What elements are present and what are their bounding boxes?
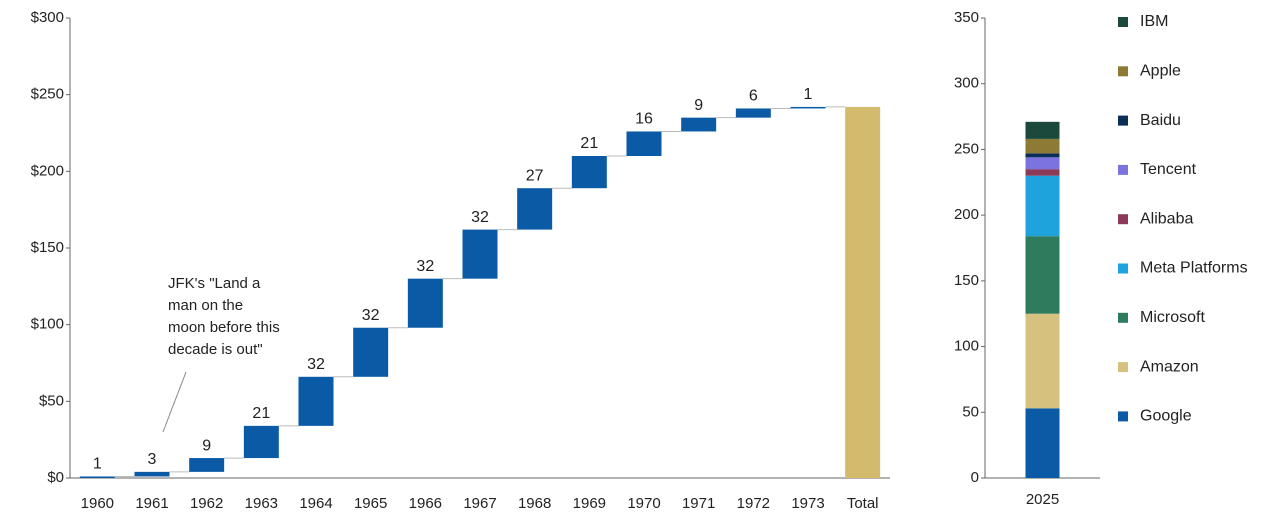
x-tick-label: 1967 xyxy=(463,495,496,512)
bar-segment xyxy=(1025,175,1060,237)
bar xyxy=(735,108,771,118)
x-tick-label: 1971 xyxy=(682,495,715,512)
bar-segment xyxy=(1025,169,1060,176)
x-tick-label: 1960 xyxy=(81,495,114,512)
bar xyxy=(243,425,279,459)
bar-segment xyxy=(1025,313,1060,409)
y-tick-label: 300 xyxy=(954,75,979,92)
legend-swatch xyxy=(1118,263,1128,274)
bar xyxy=(134,471,170,477)
x-tick-label: 1965 xyxy=(354,495,387,512)
y-tick-label: 350 xyxy=(954,9,979,26)
x-tick-label: Total xyxy=(847,495,879,512)
legend-label: Amazon xyxy=(1140,358,1199,375)
data-label: 6 xyxy=(749,88,758,105)
y-tick-label: 0 xyxy=(971,469,979,486)
legend-swatch xyxy=(1118,164,1128,175)
x-tick-label: 1968 xyxy=(518,495,551,512)
data-label: 1 xyxy=(93,456,102,473)
bar-segment xyxy=(1025,138,1060,154)
data-label: 21 xyxy=(252,405,270,422)
annotation-line: decade is out" xyxy=(168,341,263,358)
y-tick-label: $50 xyxy=(39,392,64,409)
bar-segment xyxy=(1025,157,1060,170)
legend-label: Baidu xyxy=(1140,112,1181,129)
x-tick-label: 1962 xyxy=(190,495,223,512)
legend-label: Tencent xyxy=(1140,161,1197,178)
y-tick-label: 100 xyxy=(954,338,979,355)
legend-swatch xyxy=(1118,312,1128,323)
legend-label: IBM xyxy=(1140,13,1168,30)
y-tick-label: 250 xyxy=(954,140,979,157)
data-label: 9 xyxy=(202,437,211,454)
x-tick-label: 1969 xyxy=(573,495,606,512)
data-label: 32 xyxy=(307,356,325,373)
bar xyxy=(626,131,662,156)
annotation-line: JFK's "Land a xyxy=(168,275,261,292)
bar xyxy=(353,327,389,377)
bar-segment xyxy=(1025,121,1060,139)
data-label: 32 xyxy=(362,307,380,324)
bar xyxy=(845,106,881,478)
legend-label: Meta Platforms xyxy=(1140,260,1248,277)
bar xyxy=(571,156,607,189)
data-label: 3 xyxy=(148,451,157,468)
y-tick-label: 150 xyxy=(954,272,979,289)
bar xyxy=(462,229,498,279)
annotation-line: man on the xyxy=(168,297,243,314)
data-label: 27 xyxy=(526,167,544,184)
y-tick-label: $150 xyxy=(31,239,64,256)
legend-label: Alibaba xyxy=(1140,210,1193,227)
bar xyxy=(189,458,225,472)
annotation-line: moon before this xyxy=(168,319,280,336)
data-label: 21 xyxy=(580,135,598,152)
legend-label: Microsoft xyxy=(1140,309,1205,326)
x-tick-label: 1964 xyxy=(299,495,332,512)
legend-swatch xyxy=(1118,214,1128,225)
x-tick-label: 1973 xyxy=(791,495,824,512)
x-tick-label: 1963 xyxy=(245,495,278,512)
legend-label: Apple xyxy=(1140,63,1181,80)
bar xyxy=(681,117,717,132)
y-tick-label: 200 xyxy=(954,206,979,223)
x-tick-label: 2025 xyxy=(1026,491,1059,508)
annotation: JFK's "Land a man on the moon before this d… xyxy=(168,275,280,358)
y-tick-label: $0 xyxy=(47,469,64,486)
y-tick-label: 50 xyxy=(962,403,979,420)
data-label: 9 xyxy=(694,97,703,114)
y-tick-label: $100 xyxy=(31,316,64,333)
bar xyxy=(790,106,826,109)
x-tick-label: 1966 xyxy=(409,495,442,512)
legend-swatch xyxy=(1118,17,1128,27)
bar xyxy=(407,278,443,328)
bar-segment xyxy=(1025,236,1060,314)
y-tick-label: $200 xyxy=(31,162,64,179)
bar xyxy=(79,476,115,478)
bar xyxy=(298,376,334,426)
x-tick-label: 1970 xyxy=(627,495,660,512)
bar-segment xyxy=(1025,153,1060,158)
data-label: 1 xyxy=(804,86,813,103)
x-tick-label: 1972 xyxy=(737,495,770,512)
legend-swatch xyxy=(1118,66,1128,77)
data-label: 16 xyxy=(635,111,653,128)
bar-segment xyxy=(1025,408,1060,478)
data-label: 32 xyxy=(471,209,489,226)
legend-label: Google xyxy=(1140,408,1192,425)
bar xyxy=(517,188,553,230)
x-tick-label: 1961 xyxy=(135,495,168,512)
legend-swatch xyxy=(1118,411,1128,422)
annotation-leader xyxy=(162,371,187,433)
y-tick-label: $300 xyxy=(31,9,64,26)
data-label: 32 xyxy=(416,258,434,275)
y-tick-label: $250 xyxy=(31,86,64,103)
legend-swatch xyxy=(1118,362,1128,373)
legend-swatch xyxy=(1118,115,1128,126)
